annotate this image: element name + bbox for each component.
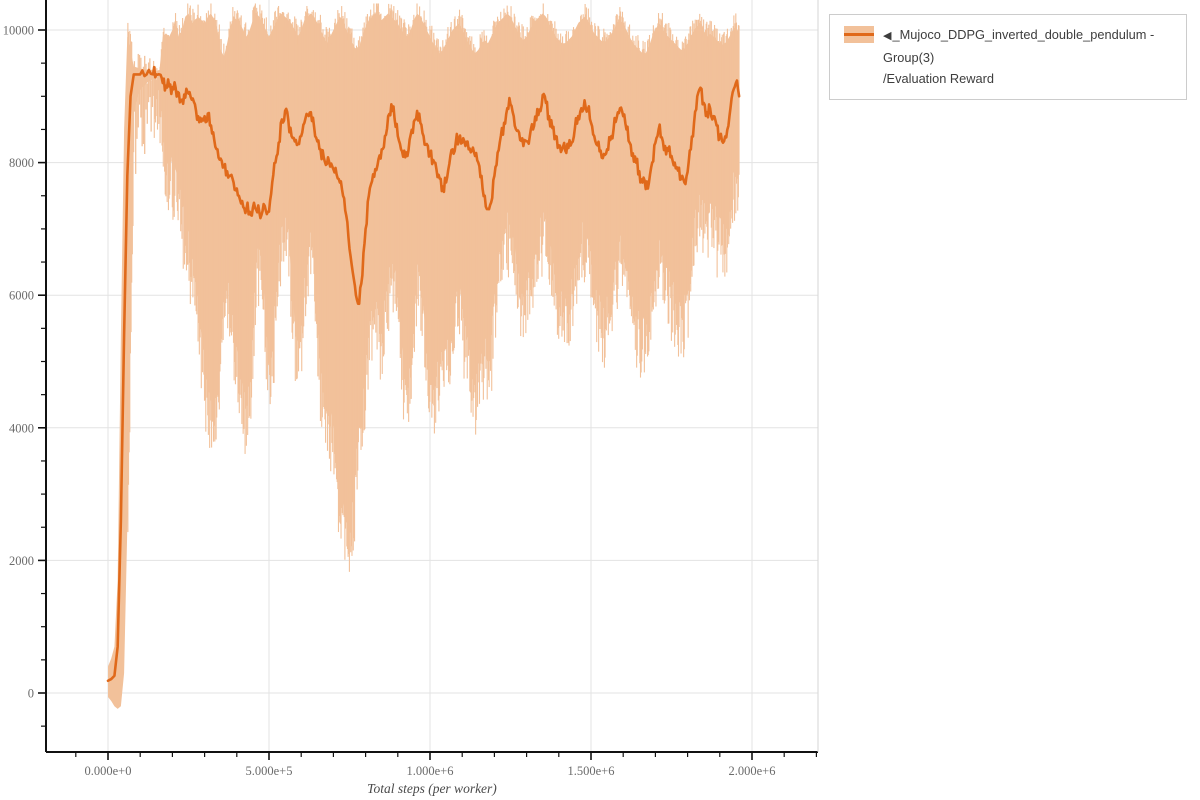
tick-labels: 0 2000 4000 6000 8000 10000 0.000e+0 5.000e+5 1.…	[3, 24, 776, 779]
chart-svg: 0 2000 4000 6000 8000 10000 0.000e+0 5.000e+5 1.…	[3, 0, 819, 796]
plot-area: 0 2000 4000 6000 8000 10000 0.000e+0 5.000e+5 1.…	[3, 0, 819, 796]
legend-color-swatch	[844, 26, 874, 43]
y-tick-label: 4000	[9, 421, 34, 435]
x-tick-label: 5.000e+5	[246, 764, 293, 778]
x-tick-label: 2.000e+6	[729, 764, 776, 778]
y-tick-label: 6000	[9, 289, 34, 303]
collapse-arrow-icon[interactable]: ◀	[883, 30, 892, 42]
mean-line	[106, 65, 741, 683]
legend-box[interactable]: ◀_Mujoco_DDPG_inverted_double_pendulum -…	[829, 14, 1187, 100]
legend-entry[interactable]: ◀_Mujoco_DDPG_inverted_double_pendulum -…	[883, 24, 1176, 89]
y-tick-label: 10000	[3, 24, 34, 38]
legend-line-swatch	[844, 33, 874, 36]
x-axis-title: Total steps (per worker)	[367, 781, 497, 796]
y-tick-label: 2000	[9, 554, 34, 568]
y-tick-label: 0	[28, 687, 34, 701]
y-tick-label: 8000	[9, 156, 34, 170]
axes	[38, 0, 819, 760]
x-tick-label: 1.500e+6	[568, 764, 615, 778]
x-tick-label: 1.000e+6	[407, 764, 454, 778]
legend-entry-label: _Mujoco_DDPG_inverted_double_pendulum - …	[883, 27, 1155, 86]
x-tick-label: 0.000e+0	[85, 764, 132, 778]
